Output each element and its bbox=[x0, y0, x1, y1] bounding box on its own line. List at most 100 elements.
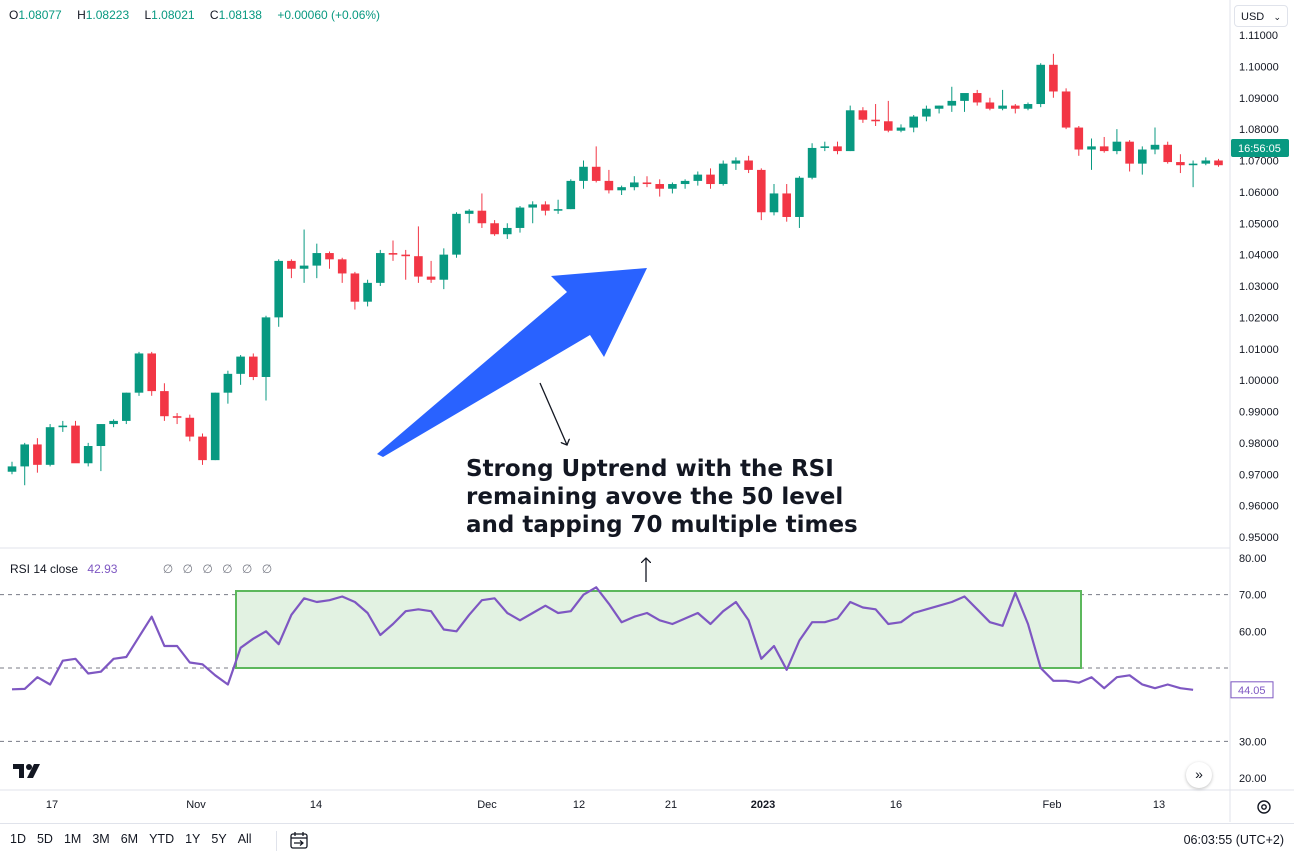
candle bbox=[33, 444, 42, 465]
candle bbox=[426, 276, 436, 280]
candle bbox=[1074, 127, 1084, 150]
candle bbox=[363, 282, 372, 302]
ohlc-change: +0.00060 (+0.06%) bbox=[277, 8, 381, 22]
time-tick-label: 2023 bbox=[751, 799, 775, 811]
time-tick-label: 16 bbox=[890, 799, 902, 811]
time-tick-label: Nov bbox=[186, 799, 206, 811]
scroll-to-realtime-button[interactable]: » bbox=[1186, 762, 1212, 788]
toolbar-divider bbox=[276, 831, 277, 851]
candle bbox=[566, 180, 576, 210]
price-tick-label: 1.03000 bbox=[1239, 281, 1279, 293]
range-buttons: 1D 5D 1M 3M 6M YTD 1Y 5Y All bbox=[10, 832, 263, 846]
candle bbox=[312, 253, 322, 266]
candle bbox=[147, 353, 156, 392]
candle bbox=[960, 93, 969, 101]
annotation-arrow-down bbox=[539, 382, 567, 445]
candle bbox=[1023, 104, 1033, 109]
settings-gear-icon[interactable] bbox=[1255, 798, 1273, 816]
currency-value: USD bbox=[1241, 11, 1265, 23]
ohlc-open: O1.08077 bbox=[9, 8, 62, 22]
candle bbox=[261, 317, 271, 377]
range-button-1y[interactable]: 1Y bbox=[185, 832, 201, 846]
range-button-5y[interactable]: 5Y bbox=[211, 832, 227, 846]
candle bbox=[630, 182, 639, 188]
candle bbox=[807, 147, 817, 178]
rsi-tick-label: 30.00 bbox=[1239, 736, 1267, 748]
price-tick-label: 1.10000 bbox=[1239, 61, 1279, 73]
candle bbox=[490, 223, 499, 235]
price-tick-label: 1.08000 bbox=[1239, 124, 1279, 136]
candle bbox=[998, 105, 1007, 109]
candle bbox=[884, 121, 893, 131]
price-tick-label: 0.96000 bbox=[1239, 501, 1279, 513]
candle bbox=[553, 209, 563, 211]
candle bbox=[299, 265, 309, 269]
candle bbox=[185, 417, 195, 437]
ohlc-close: C1.08138 bbox=[209, 8, 262, 22]
price-tick-label: 1.06000 bbox=[1239, 187, 1279, 199]
candle bbox=[668, 184, 677, 189]
candle bbox=[1049, 64, 1058, 92]
time-tick-label: 14 bbox=[310, 799, 322, 811]
annotation-line-1: Strong Uptrend with the RSI bbox=[466, 456, 834, 482]
time-tick-label: 12 bbox=[573, 799, 585, 811]
candle bbox=[1176, 162, 1185, 166]
price-tick-label: 1.02000 bbox=[1239, 312, 1279, 324]
candle bbox=[122, 392, 131, 421]
price-tick-label: 0.97000 bbox=[1239, 469, 1279, 481]
candle bbox=[1112, 141, 1122, 152]
candle bbox=[198, 436, 207, 461]
candle bbox=[922, 108, 931, 117]
candle bbox=[769, 193, 779, 213]
range-button-6m[interactable]: 6M bbox=[120, 832, 139, 846]
candle bbox=[680, 180, 690, 185]
candle bbox=[1099, 146, 1109, 152]
candle bbox=[96, 424, 106, 447]
rsi-last-badge bbox=[1230, 681, 1274, 699]
candle bbox=[83, 446, 93, 464]
annotation-line-2: remaining avove the 50 level bbox=[466, 484, 844, 510]
candle bbox=[45, 427, 55, 465]
candle bbox=[7, 466, 17, 472]
candle bbox=[464, 210, 474, 214]
candle bbox=[541, 204, 550, 211]
currency-selector[interactable]: USD ⌄ bbox=[1234, 5, 1288, 27]
time-tick-label: 13 bbox=[1153, 799, 1165, 811]
candle bbox=[985, 102, 995, 109]
range-button-5d[interactable]: 5D bbox=[36, 832, 53, 846]
range-button-ytd[interactable]: YTD bbox=[149, 832, 175, 846]
candle bbox=[757, 169, 766, 213]
last-price-badge bbox=[1231, 138, 1289, 157]
candle bbox=[1036, 64, 1045, 105]
ohlc-legend: O1.08077 H1.08223 L1.08021 C1.08138 +0.0… bbox=[9, 8, 386, 22]
price-tick-label: 1.05000 bbox=[1239, 218, 1279, 230]
candle bbox=[236, 356, 245, 374]
candle bbox=[972, 93, 982, 103]
candle bbox=[591, 166, 601, 181]
candle bbox=[579, 166, 588, 181]
last-price-label: 16:56:05 bbox=[1238, 143, 1281, 155]
range-button-3m[interactable]: 3M bbox=[92, 832, 110, 846]
candle bbox=[337, 259, 347, 274]
rsi-tick-label: 20.00 bbox=[1239, 773, 1267, 785]
candle bbox=[1125, 141, 1134, 164]
range-button-all[interactable]: All bbox=[237, 832, 252, 846]
calendar-range-icon[interactable] bbox=[288, 830, 310, 852]
rsi-tick-label: 70.00 bbox=[1239, 590, 1267, 602]
rsi-tick-label: 60.00 bbox=[1239, 626, 1267, 638]
candle bbox=[718, 163, 728, 185]
candle bbox=[934, 105, 944, 109]
candle bbox=[401, 254, 410, 257]
candle bbox=[871, 119, 880, 122]
candle bbox=[350, 273, 360, 302]
range-button-1m[interactable]: 1M bbox=[63, 832, 82, 846]
range-button-1d[interactable]: 1D bbox=[10, 832, 26, 846]
candle bbox=[1061, 91, 1071, 128]
timezone-clock[interactable]: 06:03:55 (UTC+2) bbox=[1183, 833, 1284, 847]
time-tick-label: 17 bbox=[46, 799, 58, 811]
candle bbox=[388, 253, 398, 255]
candle bbox=[858, 110, 868, 120]
candle bbox=[693, 174, 703, 181]
price-tick-label: 0.95000 bbox=[1239, 532, 1279, 544]
